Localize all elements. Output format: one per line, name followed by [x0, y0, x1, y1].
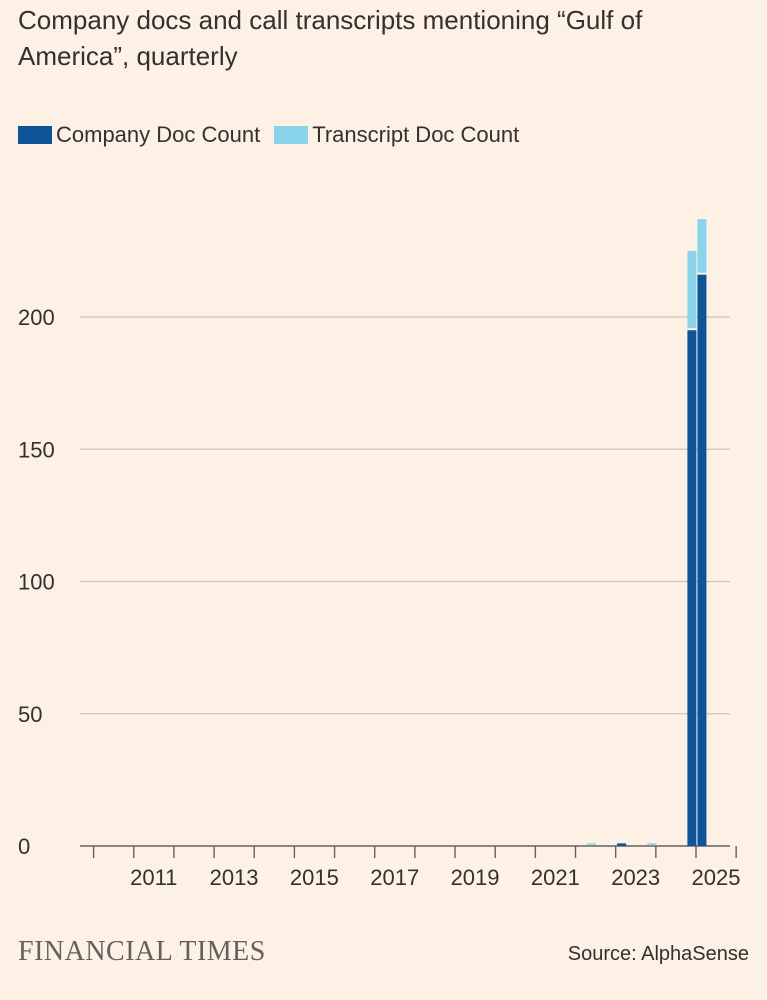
x-tick-label: 2017: [370, 865, 419, 890]
x-tick-label: 2019: [451, 865, 500, 890]
legend: Company Doc Count Transcript Doc Count: [18, 122, 533, 148]
legend-swatch-transcript: [274, 126, 309, 144]
y-tick-label: 50: [18, 702, 42, 727]
y-tick-label: 150: [18, 437, 55, 462]
x-tick-label: 2021: [531, 865, 580, 890]
chart-title: Company docs and call transcripts mentio…: [18, 5, 643, 71]
x-tick-label: 2015: [290, 865, 339, 890]
legend-item-transcript: Transcript Doc Count: [274, 122, 519, 148]
x-tick-label: 2023: [611, 865, 660, 890]
x-tick-label: 2013: [210, 865, 259, 890]
legend-swatch-company: [18, 126, 52, 144]
legend-label-transcript: Transcript Doc Count: [312, 122, 520, 147]
legend-item-company: Company Doc Count: [18, 122, 260, 148]
bar-company: [697, 274, 707, 846]
bar-transcript: [587, 843, 596, 845]
y-tick-label: 100: [18, 570, 55, 595]
y-tick-label: 0: [18, 834, 30, 859]
bar-company: [617, 843, 627, 846]
bar-transcript: [687, 250, 697, 329]
legend-label-company: Company Doc Count: [56, 122, 261, 147]
x-tick-label: 2011: [130, 865, 177, 890]
bar-transcript: [697, 219, 707, 273]
bar-company: [687, 330, 697, 847]
bar-transcript: [647, 843, 657, 845]
source-note: Source: AlphaSense: [567, 943, 749, 965]
y-tick-label: 200: [18, 305, 55, 330]
bar-chart: 0 50 100 150 200 2011 2013 2015 2017 2019 2021 2023…: [18, 219, 741, 890]
x-tick-label: 2025: [692, 865, 741, 890]
ft-logo: FINANCIAL TIMES: [18, 936, 266, 967]
